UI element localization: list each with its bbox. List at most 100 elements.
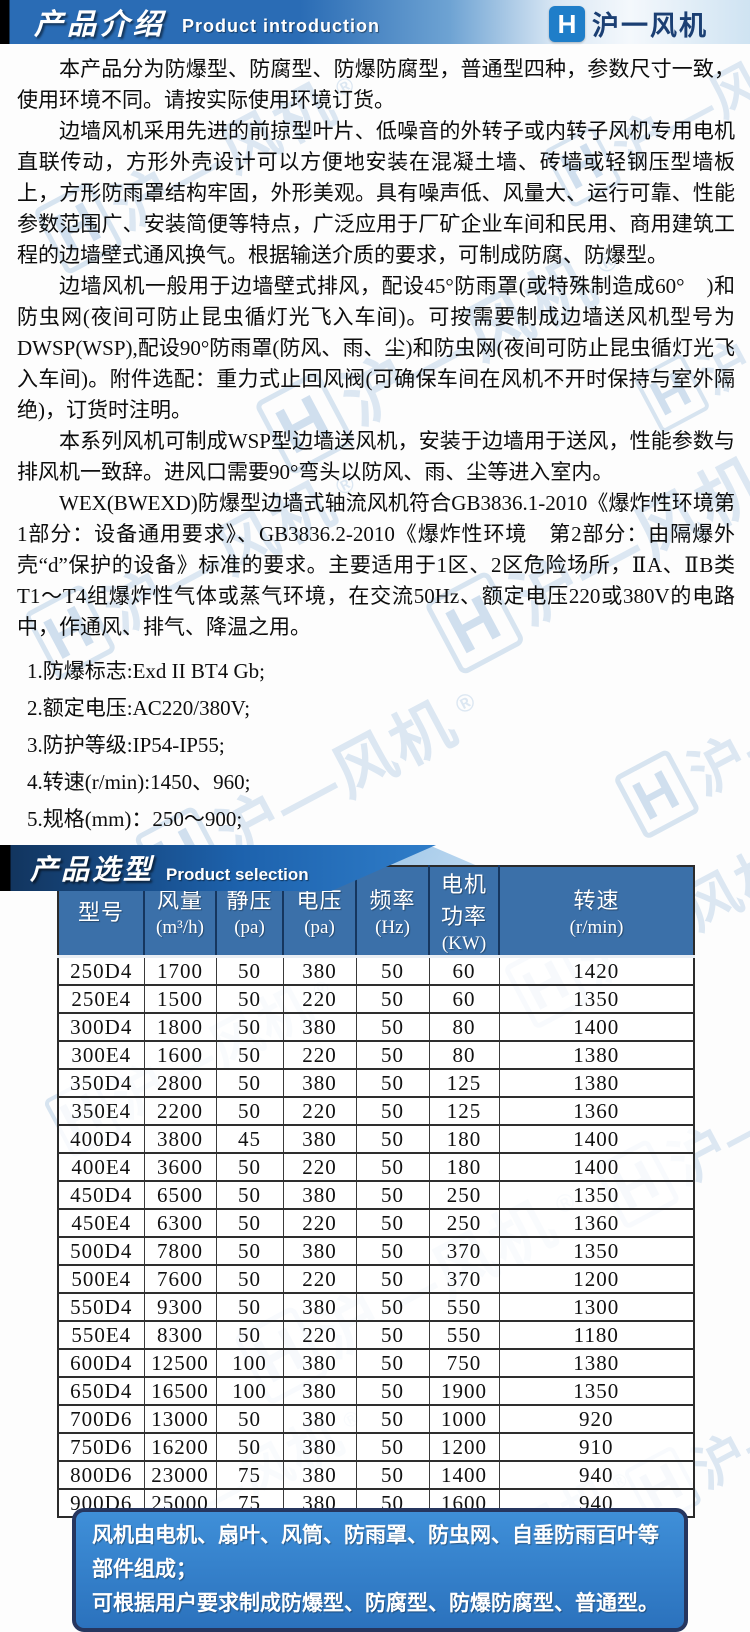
table-cell: 650D4 [58,1376,144,1405]
table-cell: 1200 [498,1264,694,1293]
table-row: 700D6 13000 50 380 50 1000 920 [58,1404,694,1433]
table-cell: 50 [355,1068,429,1097]
col-label: 静压 [226,888,273,913]
table-cell: 380 [282,1124,356,1153]
table-cell: 380 [282,1236,356,1265]
spec-list: 1.防爆标志:Exd II BT4 Gb; 2.额定电压:AC220/380V;… [17,653,735,844]
table-cell: 45 [215,1124,283,1153]
table-cell: 1400 [498,1124,694,1153]
table-cell: 50 [355,984,429,1013]
col-unit: (pa) [234,917,265,938]
col-label: 电压 [296,888,343,913]
footer-note-line: 可根据用户要求制成防爆型、防腐型、防爆防腐型、普通型。 [92,1592,659,1615]
table-cell: 220 [282,1096,356,1125]
table-cell: 1380 [498,1040,694,1069]
selection-section: 产品选型 Product selection 型号 风量 (m³/h) 静压 (… [0,845,750,1518]
table-cell: 380 [282,1348,356,1377]
spec-list-item: 1.防爆标志:Exd II BT4 Gb; [27,659,265,683]
col-header-motor-power: 电机功率 (KW) [428,866,499,958]
table-cell: 2800 [143,1068,216,1097]
table-cell: 23000 [143,1460,216,1489]
table-cell: 220 [282,1152,356,1181]
table-row: 450D4 6500 50 380 50 250 1350 [58,1180,694,1209]
table-row: 450E4 6300 50 220 50 250 1360 [58,1208,694,1237]
table-cell: 50 [355,1180,429,1209]
table-row: 300E4 1600 50 220 50 80 1380 [58,1040,694,1069]
table-cell: 600D4 [58,1348,144,1377]
intro-paragraph: 本系列风机可制成WSP型边墙送风机，安装于边墙用于送风，性能参数与排风机一致辞。… [17,429,735,484]
table-cell: 50 [215,1320,283,1349]
table-cell: 50 [215,1264,283,1293]
selection-title-en: Product selection [166,865,309,884]
table-cell: 500E4 [58,1264,144,1293]
table-cell: 1400 [498,1152,694,1181]
table-cell: 100 [215,1376,283,1405]
table-cell: 400D4 [58,1124,144,1153]
table-cell: 125 [428,1068,499,1097]
table-row: 550D4 9300 50 380 50 550 1300 [58,1292,694,1321]
selection-title: 产品选型 [30,855,155,886]
spec-list-item: 6.功率(kw)：0.06～3; [27,838,735,844]
table-cell: 60 [428,955,499,985]
table-cell: 370 [428,1264,499,1293]
table-cell: 50 [355,1012,429,1041]
table-cell: 50 [355,1432,429,1461]
table-row: 300D4 1800 50 380 50 80 1400 [58,1012,694,1041]
table-cell: 50 [215,1236,283,1265]
table-cell: 50 [215,1068,283,1097]
table-cell: 50 [355,1096,429,1125]
table-cell: 50 [355,1404,429,1433]
table-cell: 220 [282,1040,356,1069]
table-cell: 50 [355,1040,429,1069]
page-header-banner: 产品介绍 Product introduction H 沪一风机 [0,0,750,44]
table-cell: 1360 [498,1096,694,1125]
table-cell: 50 [355,1152,429,1181]
table-cell: 1380 [498,1348,694,1377]
table-cell: 350D4 [58,1068,144,1097]
table-row: 350D4 2800 50 380 50 125 1380 [58,1068,694,1097]
table-cell: 1200 [428,1432,499,1461]
table-cell: 380 [282,1376,356,1405]
col-header-speed: 转速 (r/min) [498,866,694,958]
table-cell: 380 [282,955,356,985]
table-cell: 250D4 [58,955,144,985]
table-cell: 1500 [143,984,216,1013]
footer-note-line: 风机由电机、扇叶、风筒、防雨罩、防虫网、自垂防雨百叶等部件组成； [92,1524,659,1581]
table-cell: 50 [355,955,429,985]
spec-list-item: 4.转速(r/min):1450、960; [27,770,251,794]
spec-list-item: 5.规格(mm)：250～900; [27,807,243,831]
intro-section: 本产品分为防爆型、防腐型、防爆防腐型，普通型四种，参数尺寸一致，使用环境不同。请… [0,46,750,844]
table-cell: 920 [498,1404,694,1433]
table-cell: 1420 [498,955,694,985]
table-cell: 250 [428,1208,499,1237]
table-cell: 380 [282,1292,356,1321]
table-cell: 50 [215,1292,283,1321]
table-cell: 50 [215,955,283,985]
col-label: 型号 [77,900,124,925]
table-cell: 180 [428,1124,499,1153]
table-cell: 750D6 [58,1432,144,1461]
table-cell: 1400 [428,1460,499,1489]
table-cell: 550D4 [58,1292,144,1321]
col-label: 转速 [573,888,620,913]
table-cell: 450E4 [58,1208,144,1237]
table-cell: 50 [355,1348,429,1377]
table-cell: 6300 [143,1208,216,1237]
spec-list-item: 2.额定电压:AC220/380V; [27,696,251,720]
table-cell: 1350 [498,1376,694,1405]
table-cell: 60 [428,984,499,1013]
table-cell: 910 [498,1432,694,1461]
table-cell: 220 [282,984,356,1013]
table-row: 400D4 3800 45 380 50 180 1400 [58,1124,694,1153]
table-cell: 2200 [143,1096,216,1125]
table-cell: 550E4 [58,1320,144,1349]
table-cell: 1800 [143,1012,216,1041]
table-row: 250E4 1500 50 220 50 60 1350 [58,984,694,1013]
table-cell: 50 [355,1264,429,1293]
table-row: 350E4 2200 50 220 50 125 1360 [58,1096,694,1125]
table-cell: 450D4 [58,1180,144,1209]
table-cell: 50 [355,1292,429,1321]
table-cell: 80 [428,1040,499,1069]
table-cell: 50 [355,1208,429,1237]
table-cell: 220 [282,1264,356,1293]
